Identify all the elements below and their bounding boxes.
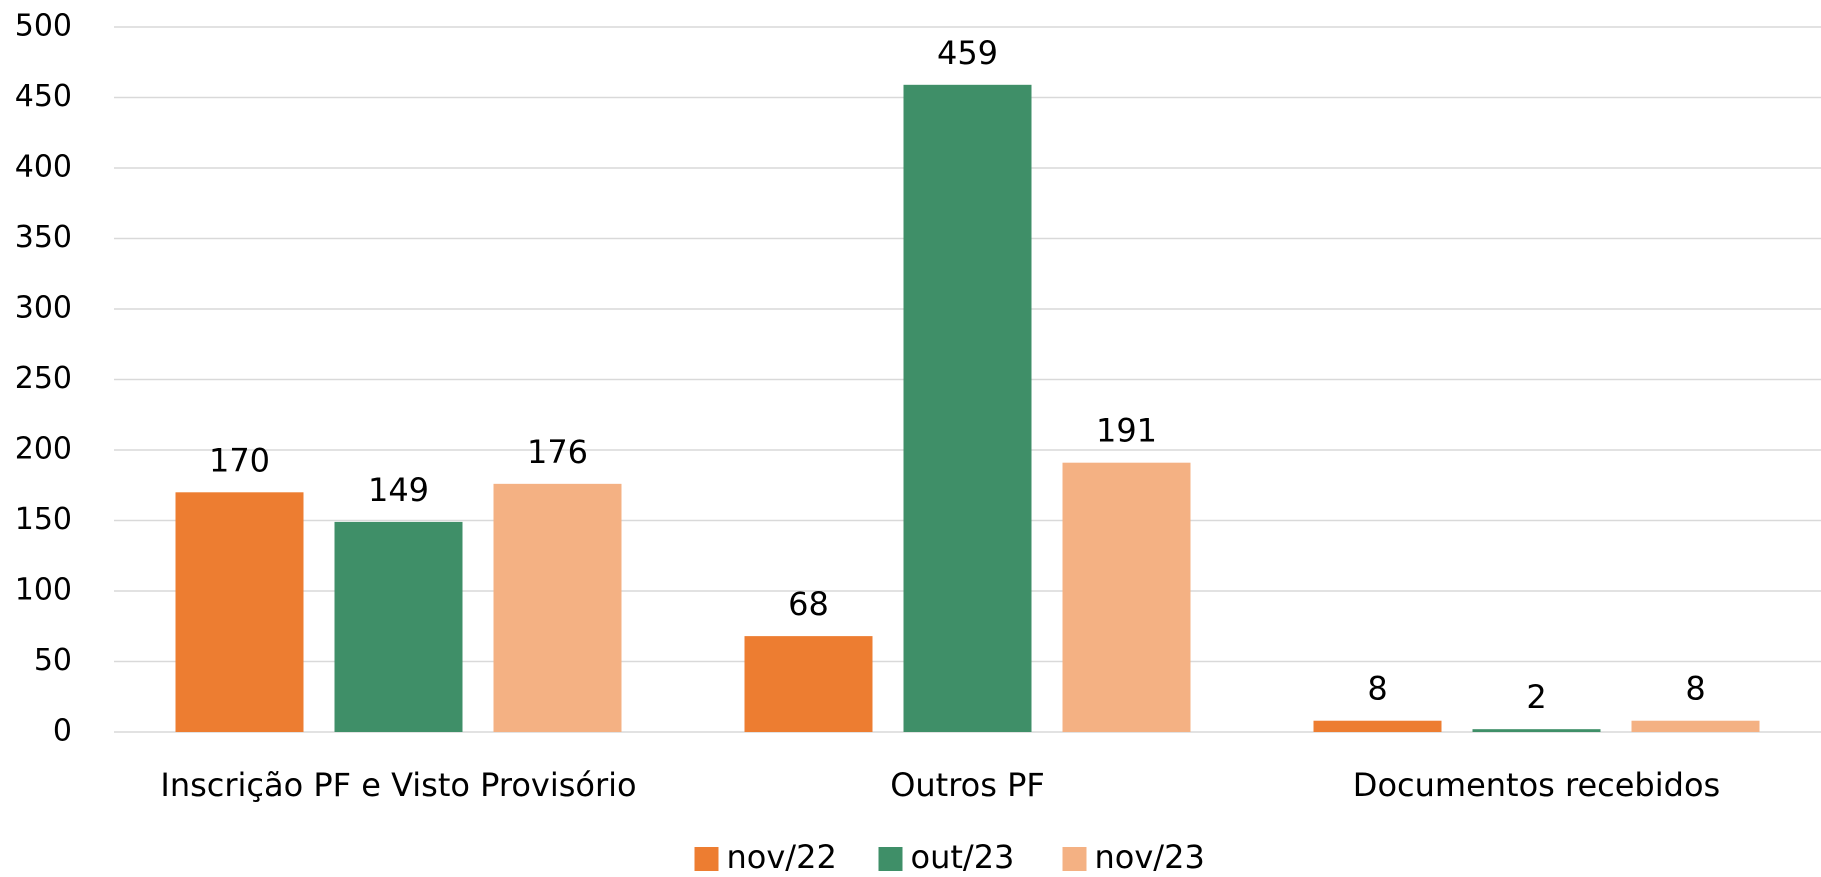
x-tick-label: Inscrição PF e Visto Provisório (160, 766, 636, 804)
x-tick-label: Outros PF (890, 766, 1045, 804)
x-tick-label: Documentos recebidos (1353, 766, 1720, 804)
bar (493, 483, 622, 732)
data-label: 68 (788, 585, 829, 623)
y-tick-label: 350 (15, 220, 72, 255)
y-tick-label: 300 (15, 291, 72, 326)
data-label: 191 (1096, 412, 1157, 450)
legend-swatch (1062, 847, 1087, 871)
y-tick-label: 500 (15, 9, 72, 44)
data-label: 2 (1526, 678, 1546, 716)
y-tick-label: 0 (53, 714, 72, 749)
legend-swatch (694, 847, 719, 871)
y-tick-label: 50 (34, 643, 72, 678)
bar (1472, 729, 1601, 732)
bar (1631, 720, 1760, 732)
data-label: 176 (527, 433, 588, 471)
y-tick-label: 100 (15, 573, 72, 608)
y-tick-label: 250 (15, 361, 72, 396)
bar (903, 84, 1032, 732)
legend-label: nov/23 (1095, 838, 1205, 876)
bar (744, 636, 873, 732)
data-label: 459 (937, 34, 998, 72)
legend-label: out/23 (911, 838, 1015, 876)
y-tick-label: 400 (15, 150, 72, 185)
bar (1313, 720, 1442, 732)
data-label: 8 (1367, 670, 1387, 708)
y-tick-label: 150 (15, 502, 72, 537)
data-label: 8 (1685, 670, 1705, 708)
legend-label: nov/22 (727, 838, 837, 876)
y-tick-label: 450 (15, 79, 72, 114)
bar (175, 492, 304, 732)
y-tick-label: 200 (15, 432, 72, 467)
legend-swatch (878, 847, 903, 871)
bar (334, 521, 463, 732)
data-label: 149 (368, 471, 429, 509)
bar (1062, 462, 1191, 732)
data-label: 170 (209, 441, 270, 479)
